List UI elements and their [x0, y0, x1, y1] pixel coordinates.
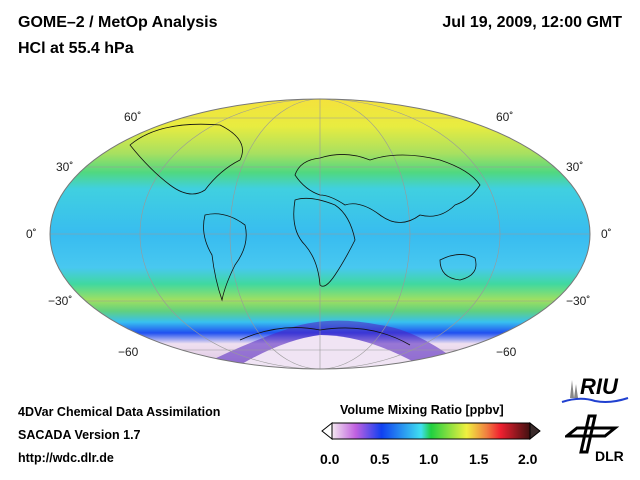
map-border: [49, 98, 591, 370]
lat-label-right-0: 0˚: [601, 227, 612, 241]
colorbar-under-arrow: [321, 421, 333, 441]
coastlines: [129, 123, 481, 346]
lat-label-right-30s: −30˚: [566, 294, 591, 308]
colorbar-title: Volume Mixing Ratio [ppbv]: [340, 403, 504, 417]
colorbar-over-arrow: [529, 421, 541, 441]
colorbar-gradient: [331, 422, 531, 440]
subtitle: HCl at 55.4 hPa: [18, 40, 134, 57]
riu-logo: RIU: [560, 374, 630, 404]
footer-url: http://wdc.dlr.de: [18, 451, 114, 465]
colorbar-tick-2: 1.0: [419, 451, 439, 467]
dlr-logo: DLR: [565, 414, 625, 474]
colorbar-tick-0: 0.0: [320, 451, 340, 467]
colorbar-tick-1: 0.5: [370, 451, 390, 467]
colorbar-tick-4: 2.0: [518, 451, 538, 467]
footer-line2: SACADA Version 1.7: [18, 428, 141, 442]
datetime: Jul 19, 2009, 12:00 GMT: [442, 14, 622, 31]
title: GOME–2 / MetOp Analysis: [18, 14, 218, 31]
lat-label-right-60n: 60˚: [496, 110, 514, 124]
lat-label-right-30n: 30˚: [566, 160, 584, 174]
lat-label-left-60n: 60˚: [124, 110, 142, 124]
lat-label-left-30s: −30˚: [48, 294, 73, 308]
lat-label-left-0: 0˚: [26, 227, 37, 241]
colorbar-tick-3: 1.5: [469, 451, 489, 467]
lat-label-left-60s: −60: [118, 345, 139, 359]
footer-line1: 4DVar Chemical Data Assimilation: [18, 405, 221, 419]
colorbar: [321, 421, 541, 441]
lat-label-right-60s: −60: [496, 345, 517, 359]
lat-label-left-30n: 30˚: [56, 160, 74, 174]
